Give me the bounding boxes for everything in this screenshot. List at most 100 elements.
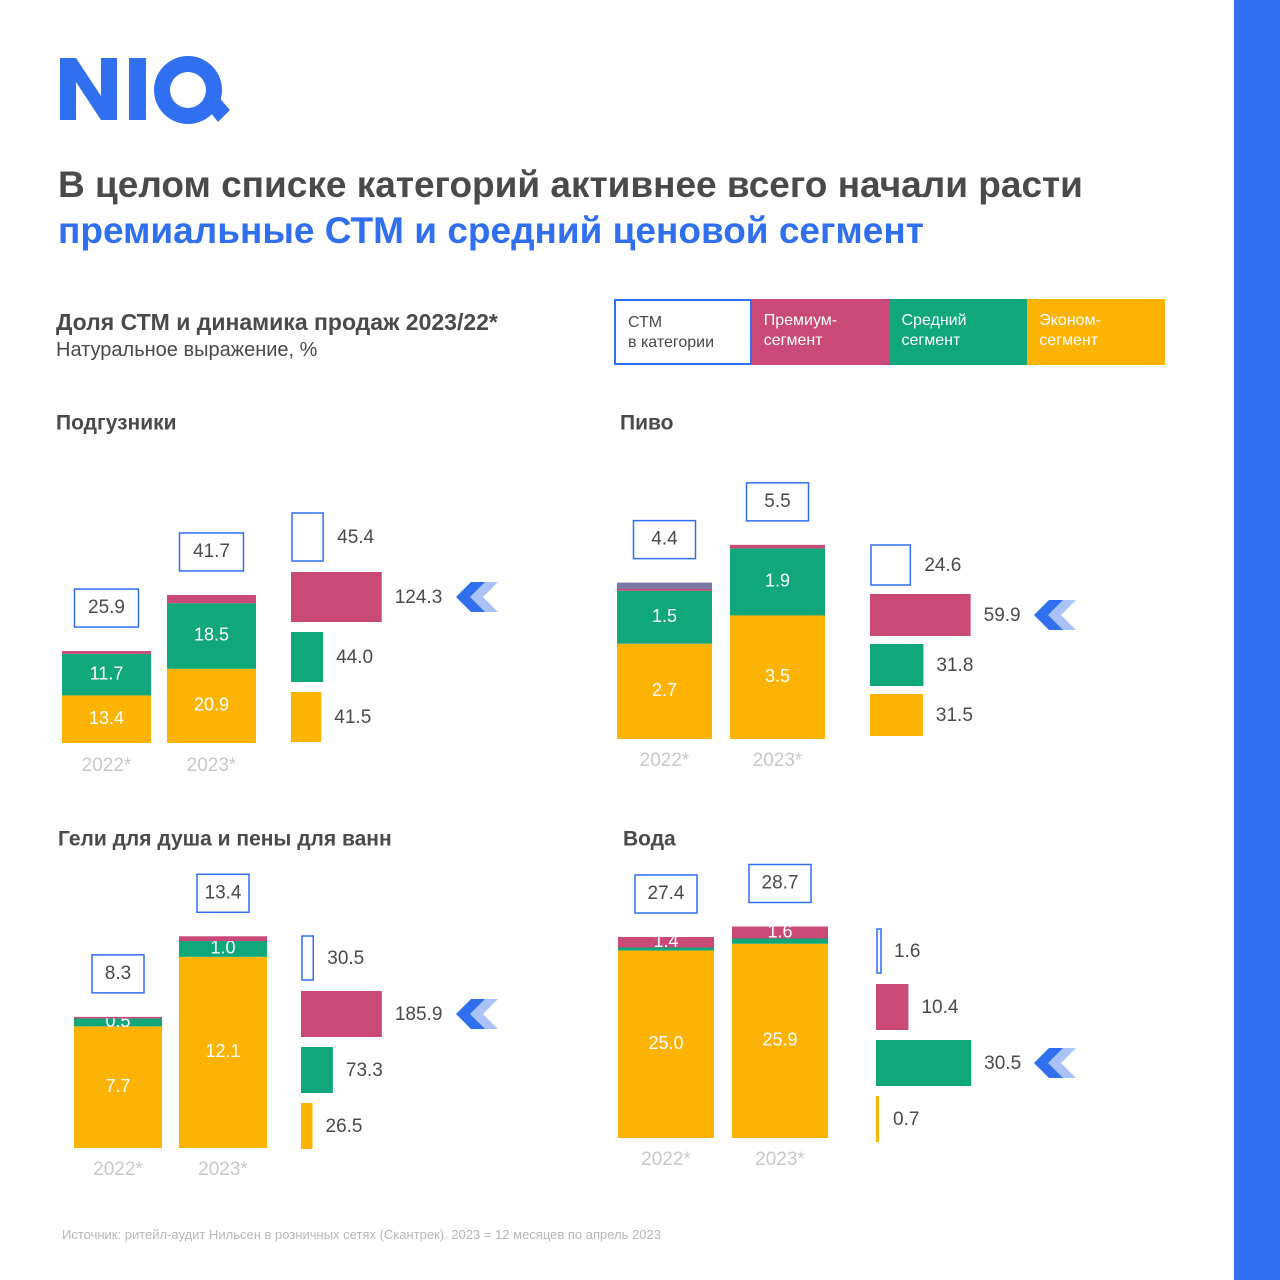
ctm-share-label: 41.7 — [193, 541, 230, 562]
bar-segment — [62, 651, 151, 654]
growth-bar-middle — [291, 632, 324, 682]
growth-value-label: 1.6 — [894, 941, 920, 962]
ctm-share-label: 5.5 — [764, 491, 790, 512]
bar-segment — [618, 947, 714, 951]
bar-segment — [732, 938, 828, 944]
growth-bar-premium — [870, 594, 971, 636]
bar-segment — [62, 653, 151, 696]
chevron-front-shape — [456, 999, 485, 1029]
bar-segment — [74, 1018, 162, 1027]
growth-bar-middle — [870, 644, 924, 686]
x-tick-label: 2023* — [187, 755, 237, 776]
ctm-share-box — [634, 874, 698, 914]
legend-item-middle: Средний сегмент — [889, 299, 1028, 365]
data-label: 7.7 — [105, 1076, 130, 1096]
x-tick-label: 2023* — [753, 750, 803, 771]
data-label: 20.9 — [194, 695, 229, 715]
data-label: 11.7 — [90, 663, 124, 683]
title-part-2-accent: премиальные СТМ и средний ценовой сегмен… — [58, 210, 924, 251]
growth-value-label: 45.4 — [337, 527, 374, 548]
niq-logo — [60, 56, 230, 124]
bar-segment — [179, 936, 267, 942]
ctm-share-label: 27.4 — [648, 883, 685, 904]
growth-value-label: 185.9 — [395, 1004, 443, 1025]
legend-item-premium: Премиум- сегмент — [751, 299, 890, 365]
x-tick-label: 2023* — [755, 1149, 805, 1170]
data-label: 3.5 — [765, 666, 790, 686]
x-tick-label: 2023* — [198, 1159, 248, 1180]
ctm-share-box — [91, 954, 145, 994]
bar-segment — [730, 548, 825, 616]
data-label: 12.1 — [205, 1041, 240, 1061]
chart-4: Вода 25.0 1.4 27.4 2022* 25.9 1.6 28.7 2023* 1.6 1… — [618, 828, 1076, 1170]
growth-value-label: 31.8 — [936, 655, 973, 676]
chevron-front-shape — [1034, 600, 1063, 630]
data-label: 1.4 — [653, 931, 678, 951]
growth-bar-economy — [870, 694, 923, 736]
ctm-share-label: 28.7 — [762, 873, 799, 894]
chart-1: Подгузники 13.4 11.7 25.9 2022* 20.9 18.5 41.7 2… — [56, 412, 498, 776]
growth-value-label: 10.4 — [921, 997, 958, 1018]
growth-value-label: 31.5 — [936, 705, 973, 726]
data-label: 13.4 — [89, 708, 124, 728]
chart-2: Пиво 2.7 1.5 4.4 2022* 3.5 1.9 5.5 2023* 24.6 59.9… — [617, 412, 1076, 771]
bar-segment — [167, 668, 256, 743]
source-note: Источник: ритейл-аудит Нильсен в розничн… — [62, 1227, 661, 1242]
data-label: 18.5 — [194, 625, 229, 645]
bar-segment — [617, 582, 712, 589]
growth-value-label: 124.3 — [395, 587, 443, 608]
data-label: 0.5 — [105, 1011, 130, 1031]
ctm-share-label: 25.9 — [88, 597, 125, 618]
legend: СТМ в категории Премиум- сегмент Средний… — [614, 299, 1165, 365]
growth-bar-economy — [291, 692, 322, 742]
growth-value-label: 0.7 — [893, 1109, 919, 1130]
ctm-share-label: 8.3 — [105, 963, 131, 984]
chevron-front-shape — [456, 582, 485, 612]
accent-side-bar — [1234, 0, 1280, 1280]
ctm-share-label: 13.4 — [205, 882, 242, 903]
ctm-share-box — [178, 532, 245, 572]
data-label: 1.6 — [767, 921, 792, 941]
ctm-share-box — [73, 588, 140, 628]
growth-bar-economy — [301, 1103, 313, 1149]
data-label: 1.5 — [652, 606, 677, 626]
growth-value-label: 59.9 — [984, 605, 1021, 626]
bar-segment — [179, 941, 267, 957]
legend-item-economy: Эконом- сегмент — [1027, 299, 1165, 365]
growth-bar-ctm — [291, 512, 324, 562]
double-chevron-icon — [456, 999, 498, 1029]
growth-bar-ctm — [870, 544, 912, 586]
bar-segment — [167, 594, 256, 604]
bar-segment — [732, 926, 828, 939]
ctm-share-box — [748, 863, 812, 904]
growth-bar-ctm — [876, 928, 882, 974]
growth-bar-middle — [876, 1040, 972, 1086]
ctm-share-box — [745, 482, 810, 522]
x-tick-label: 2022* — [82, 755, 132, 776]
chevron-front-shape — [1034, 1048, 1063, 1078]
title-part-1: В целом списке категорий активнее всего … — [58, 164, 1083, 205]
double-chevron-icon — [456, 582, 498, 612]
ctm-share-box — [632, 519, 697, 560]
x-tick-label: 2022* — [641, 1149, 691, 1170]
page-title: В целом списке категорий активнее всего … — [58, 162, 1208, 254]
chart-title: Гели для душа и пены для ванн — [58, 828, 392, 851]
bar-segment — [617, 588, 712, 591]
ctm-share-box — [196, 873, 250, 914]
chart-title: Вода — [623, 828, 676, 851]
bar-segment — [179, 956, 267, 1148]
data-label: 25.9 — [762, 1030, 797, 1050]
growth-bar-economy — [876, 1096, 879, 1142]
chart-title: Пиво — [620, 412, 673, 435]
growth-value-label: 26.5 — [326, 1116, 363, 1137]
data-label: 1.9 — [765, 571, 790, 591]
bar-segment — [74, 1026, 162, 1148]
bar-segment — [618, 950, 714, 1138]
bar-segment — [617, 590, 712, 644]
growth-value-label: 41.5 — [334, 707, 371, 728]
bar-segment — [730, 544, 825, 549]
data-label: 25.0 — [648, 1033, 683, 1053]
growth-bar-middle — [301, 1047, 333, 1093]
bar-segment — [730, 615, 825, 739]
bar-segment — [617, 643, 712, 739]
